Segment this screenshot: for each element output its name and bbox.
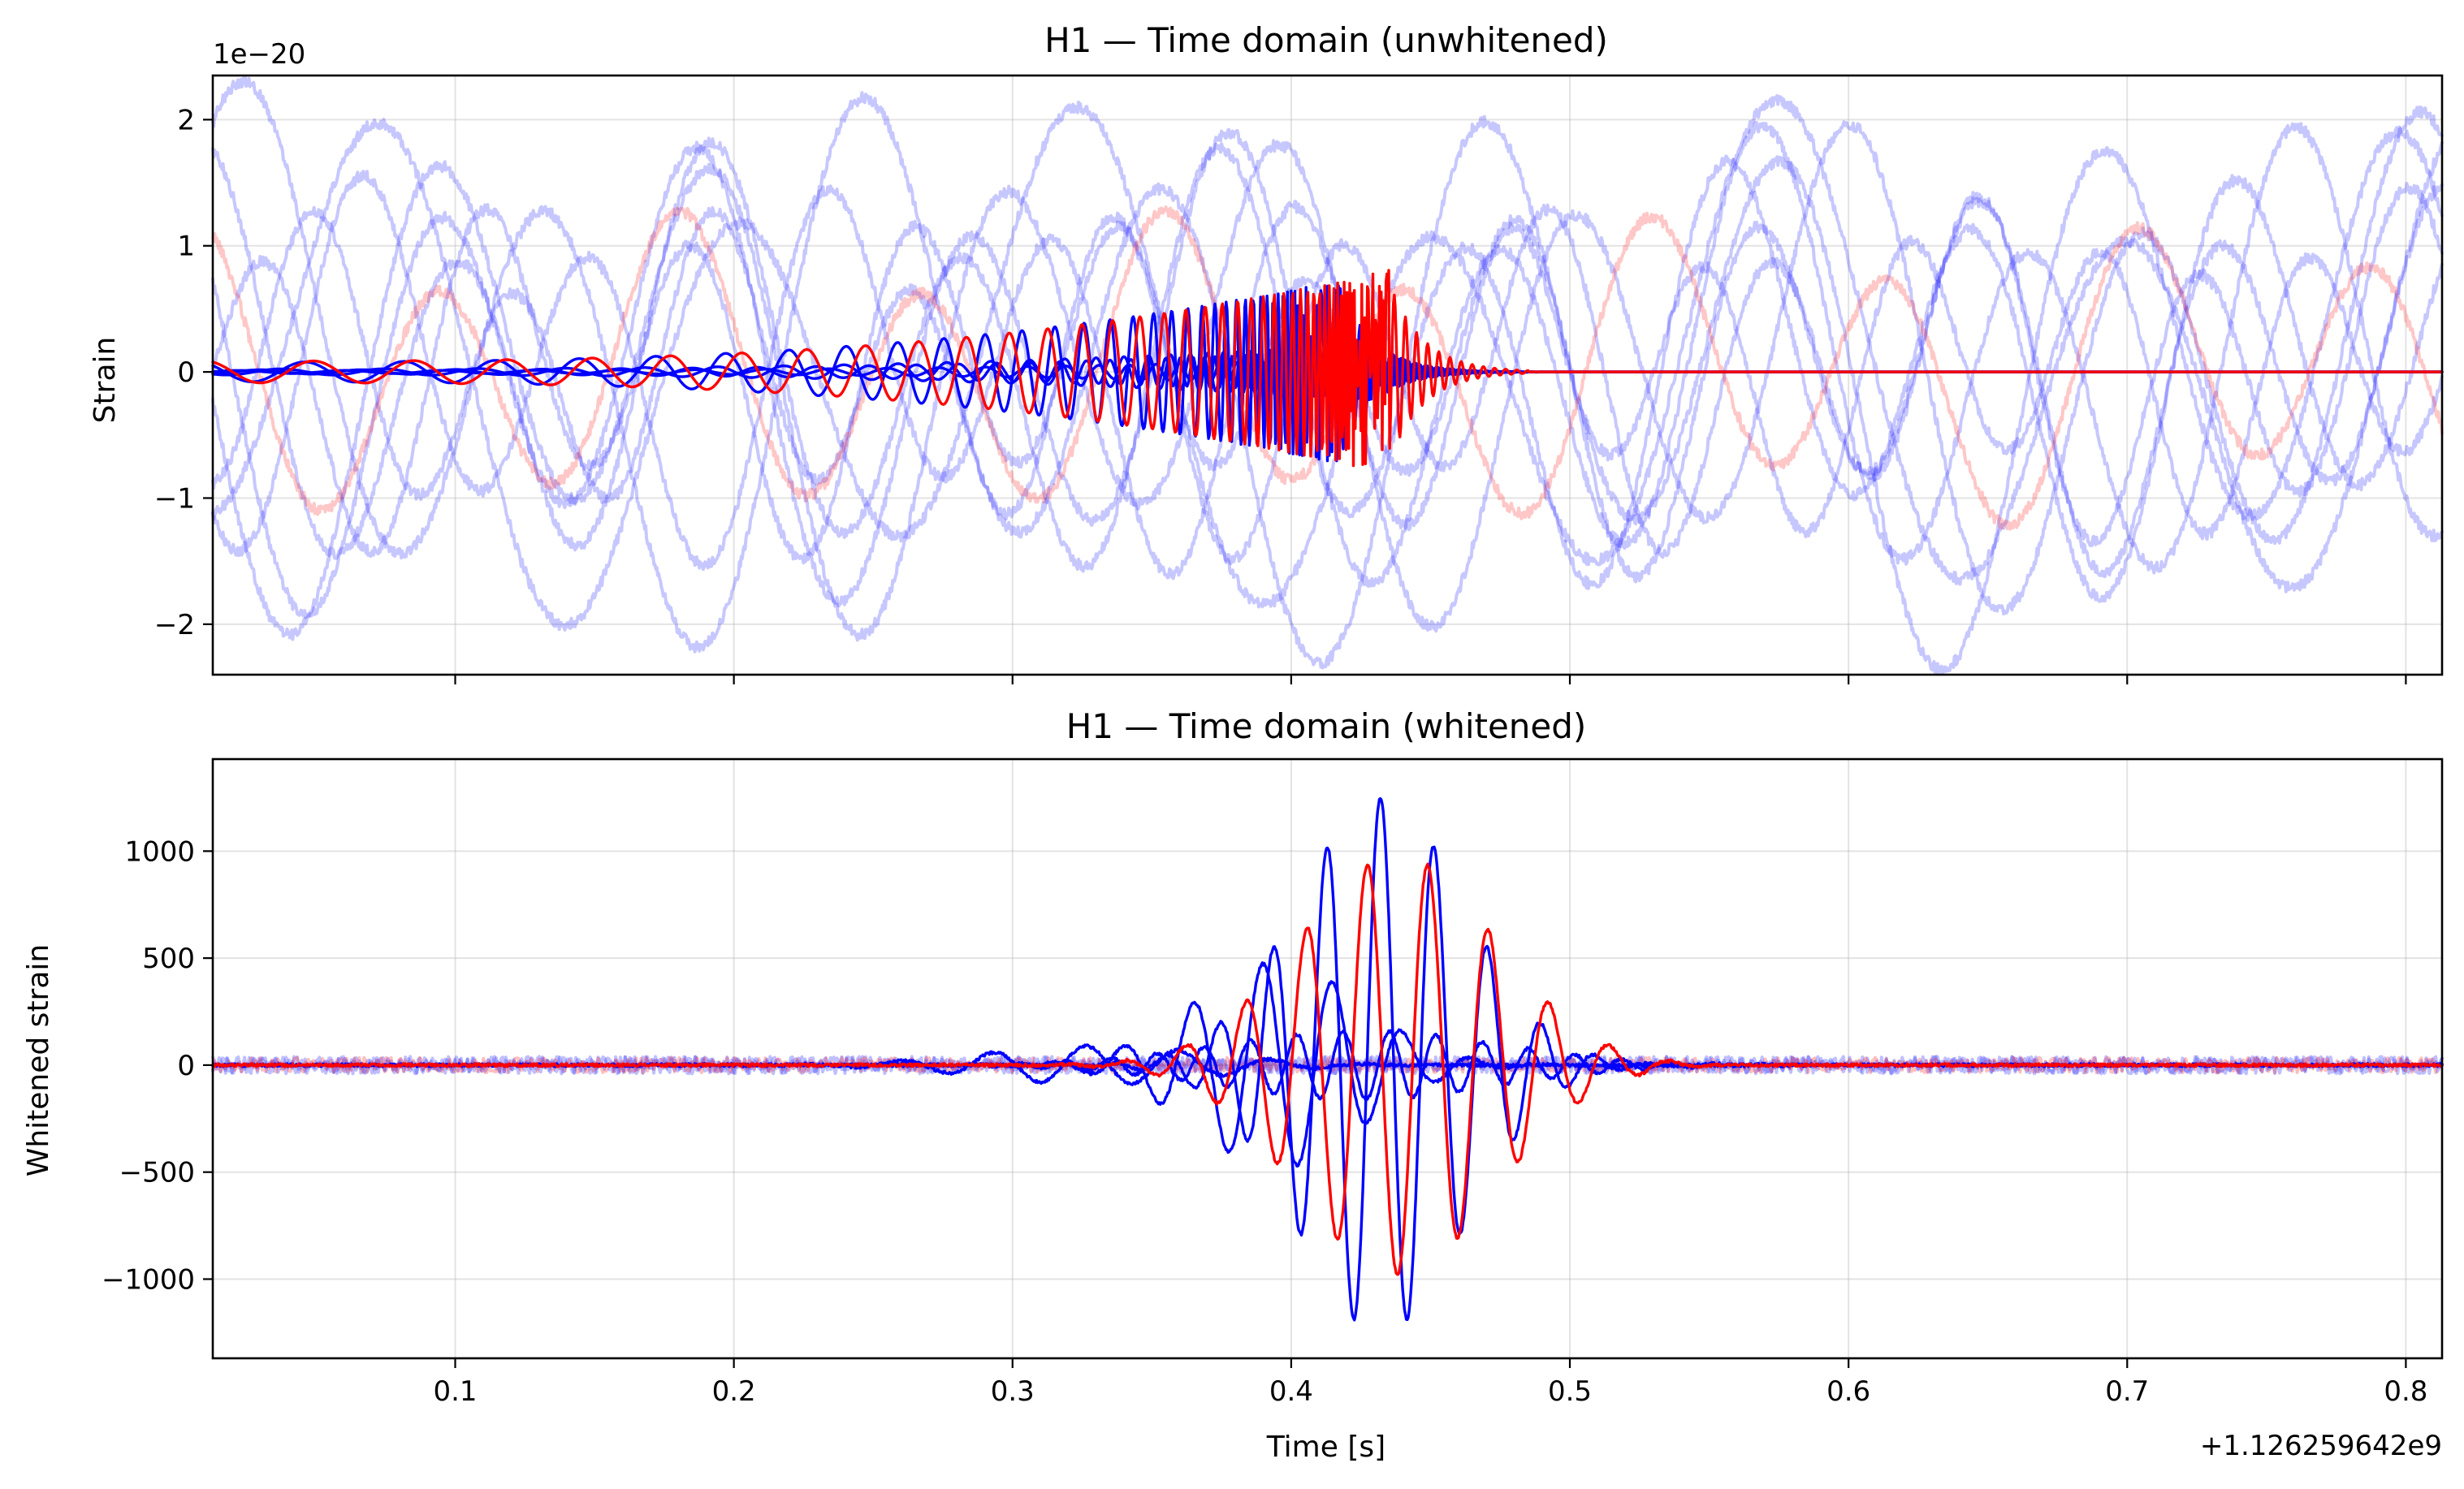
series-noisy-strain-8 (211, 105, 2444, 642)
bottom-panel-x-offset-label: +1.126259642e9 (2200, 1430, 2442, 1462)
y-tick-label: 1 (177, 231, 195, 263)
x-tick-label: 0.2 (712, 1375, 756, 1408)
y-tick-label: −1 (154, 482, 195, 515)
y-tick-label: 500 (142, 943, 195, 975)
series-noisy-strain-1 (211, 75, 2444, 675)
series-template-red (211, 269, 2444, 468)
y-tick-label: 0 (177, 1050, 195, 1082)
series-whitened-template-red (211, 862, 2444, 1276)
series-noisy-strain-3 (211, 170, 2444, 584)
top-panel-plot-area (211, 74, 2444, 676)
bottom-panel-traces (211, 796, 2444, 1322)
y-tick-label: −1000 (102, 1263, 195, 1296)
y-tick-label: 2 (177, 104, 195, 136)
y-tick-label: 0 (177, 356, 195, 389)
x-tick-label: 0.1 (433, 1375, 477, 1408)
y-tick-label: −500 (119, 1157, 195, 1189)
bottom-panel: H1 — Time domain (whitened) Whitened str… (22, 706, 2444, 1464)
bottom-panel-plot-area (211, 757, 2444, 1360)
y-tick-label: 1000 (124, 835, 195, 868)
bottom-panel-y-axis-label: Whitened strain (22, 944, 55, 1177)
top-panel: H1 — Time domain (unwhitened) 1e−20 Stra… (89, 20, 2444, 684)
series-noisy-strain-6 (211, 136, 2444, 603)
bottom-panel-ticks: 0.1 0.2 0.3 0.4 0.5 0.6 0.7 0.8 −1000 −500 0 500 100… (102, 835, 2427, 1408)
top-panel-y-axis-label: Strain (89, 337, 122, 424)
series-noisy-strain-4 (211, 93, 2444, 632)
series-noisy-strain-5 (211, 182, 2444, 566)
x-tick-label: 0.6 (1826, 1375, 1870, 1408)
x-tick-label: 0.8 (2384, 1375, 2427, 1408)
top-panel-ticks: −2 −1 0 1 2 (154, 104, 2407, 684)
series-noisy-strain-2 (211, 120, 2444, 619)
x-tick-label: 0.3 (991, 1375, 1035, 1408)
x-tick-label: 0.7 (2105, 1375, 2149, 1408)
x-tick-label: 0.5 (1548, 1375, 1592, 1408)
bottom-panel-x-axis-label: Time [s] (1266, 1431, 1385, 1464)
x-tick-label: 0.4 (1269, 1375, 1313, 1408)
top-panel-traces (211, 75, 2444, 675)
bottom-panel-title: H1 — Time domain (whitened) (1066, 706, 1587, 746)
top-panel-scale-label: 1e−20 (213, 38, 305, 71)
y-tick-label: −2 (154, 609, 195, 641)
top-panel-title: H1 — Time domain (unwhitened) (1044, 20, 1608, 60)
